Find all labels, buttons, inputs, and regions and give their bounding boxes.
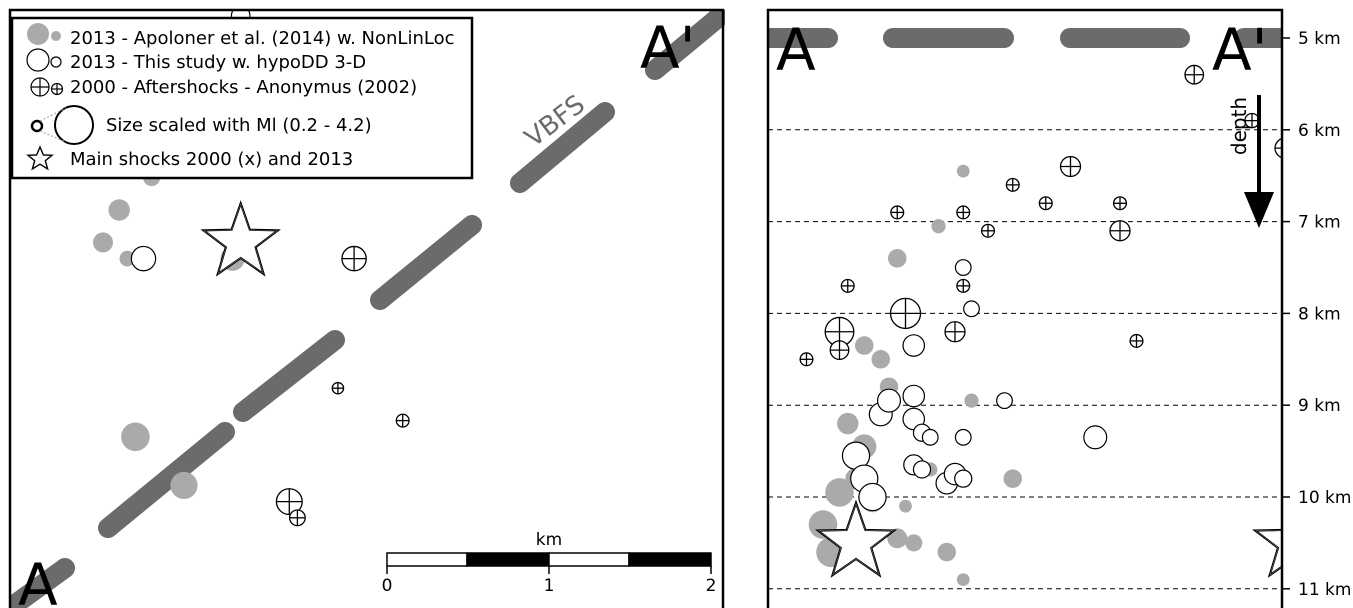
depth-arrow bbox=[1244, 95, 1274, 228]
depth-tick-label: 5 km bbox=[1298, 29, 1341, 49]
depth-tick-label: 6 km bbox=[1298, 121, 1341, 141]
profile-label-a: A bbox=[18, 551, 58, 608]
legend-entry-size: Size scaled with Ml (0.2 - 4.2) bbox=[106, 115, 372, 136]
mainshock-star-2000 bbox=[1252, 528, 1282, 578]
data-point-hypodd bbox=[954, 428, 972, 446]
section-label-a: A bbox=[776, 16, 816, 84]
data-point-apoloner bbox=[108, 199, 130, 221]
data-point-apoloner bbox=[956, 573, 970, 586]
data-point-apoloner bbox=[871, 350, 891, 369]
data-point-apoloner bbox=[825, 478, 854, 507]
data-point-aftershock bbox=[1184, 64, 1205, 85]
data-point-apoloner bbox=[964, 393, 979, 408]
data-point-aftershock bbox=[956, 205, 971, 220]
data-point-aftershock bbox=[288, 509, 306, 527]
profile-label-a-prime: A' bbox=[640, 14, 696, 82]
scale-bar-tick-2: 2 bbox=[706, 576, 717, 596]
data-point-hypodd bbox=[954, 259, 972, 276]
data-point-hypodd bbox=[954, 469, 973, 488]
section-label-a-prime: A' bbox=[1212, 16, 1268, 84]
data-point-aftershock bbox=[341, 245, 367, 272]
map-panel: VBFS A A' 2013 - Apoloner et al. (2014) … bbox=[8, 0, 725, 608]
data-point-apoloner bbox=[170, 471, 198, 499]
scale-bar: km 0 1 2 bbox=[382, 530, 717, 596]
depth-axis: 5 km 6 km 7 km 8 km 9 km 10 km 11 km bbox=[1282, 29, 1351, 600]
data-point-aftershock bbox=[829, 340, 850, 361]
data-point-aftershock bbox=[1059, 155, 1082, 178]
data-point-apoloner bbox=[887, 528, 908, 549]
depth-grid bbox=[768, 129, 1282, 590]
legend-marker-apoloner bbox=[27, 23, 49, 45]
scale-bar-tick-0: 0 bbox=[382, 576, 393, 596]
data-point-apoloner bbox=[837, 412, 859, 435]
data-point-hypodd bbox=[902, 334, 926, 357]
data-point-aftershock bbox=[944, 321, 966, 343]
fault-trace-vbfs bbox=[10, 10, 725, 608]
data-point-hypodd bbox=[996, 392, 1013, 410]
data-point-hypodd bbox=[130, 245, 157, 272]
data-point-apoloner bbox=[1003, 469, 1023, 488]
data-point-apoloner bbox=[937, 542, 957, 562]
data-point-hypodd bbox=[902, 384, 926, 408]
depth-tick-label: 11 km bbox=[1298, 580, 1351, 600]
data-point-aftershock bbox=[956, 278, 971, 293]
legend-marker-star bbox=[26, 145, 54, 171]
data-point-aftershock bbox=[1109, 220, 1131, 242]
scale-bar-tick-1: 1 bbox=[544, 576, 555, 596]
mainshock-star-2013 bbox=[200, 200, 281, 277]
legend-entry-mainshock: Main shocks 2000 (x) and 2013 bbox=[70, 149, 353, 170]
data-point-hypodd bbox=[876, 388, 902, 413]
data-point-aftershock bbox=[890, 205, 905, 220]
legend-entry-apoloner: 2013 - Apoloner et al. (2014) w. NonLinL… bbox=[70, 28, 454, 49]
scale-bar-unit: km bbox=[536, 530, 562, 550]
data-point-apoloner bbox=[905, 534, 923, 552]
data-point-aftershock bbox=[1112, 196, 1128, 211]
depth-tick-label: 8 km bbox=[1298, 304, 1341, 324]
legend-marker-hypodd bbox=[26, 48, 50, 72]
depth-tick-label: 9 km bbox=[1298, 396, 1341, 416]
data-point-apoloner bbox=[956, 164, 970, 178]
data-point-hypodd bbox=[858, 482, 887, 512]
depth-tick-label: 7 km bbox=[1298, 213, 1341, 233]
data-point-apoloner bbox=[854, 336, 874, 355]
data-point-hypodd bbox=[921, 428, 939, 446]
data-point-hypodd bbox=[912, 460, 932, 479]
data-point-aftershock bbox=[799, 352, 814, 367]
data-point-aftershock bbox=[395, 413, 410, 428]
data-point-apoloner bbox=[121, 422, 150, 452]
data-point-aftershock bbox=[1005, 177, 1020, 192]
depth-tick-label: 10 km bbox=[1298, 488, 1351, 508]
legend-entry-aftershock: 2000 - Aftershocks - Anonymus (2002) bbox=[70, 77, 417, 98]
legend-entry-hypodd: 2013 - This study w. hypoDD 3-D bbox=[70, 52, 366, 73]
data-point-aftershock bbox=[889, 297, 922, 330]
data-point-apoloner bbox=[167, 0, 186, 9]
legend-marker-aftershock bbox=[30, 77, 64, 97]
data-point-aftershock bbox=[331, 381, 345, 395]
data-point-aftershock bbox=[1274, 137, 1282, 159]
depth-axis-label: depth bbox=[1227, 97, 1251, 155]
data-point-apoloner bbox=[93, 232, 113, 253]
data-point-hypodd bbox=[963, 300, 980, 318]
legend-marker-size bbox=[30, 105, 94, 145]
data-point-aftershock bbox=[980, 223, 996, 238]
data-point-aftershock bbox=[1129, 333, 1144, 348]
data-point-aftershock bbox=[275, 488, 303, 516]
data-point-hypodd bbox=[1083, 425, 1108, 450]
mainshock-star-2013 bbox=[814, 499, 898, 578]
data-point-apoloner bbox=[899, 499, 912, 513]
section-points bbox=[799, 64, 1282, 586]
data-point-aftershock bbox=[840, 278, 855, 293]
data-point-apoloner bbox=[887, 249, 907, 268]
section-panel-frame bbox=[766, 8, 1284, 608]
legend: 2013 - Apoloner et al. (2014) w. NonLinL… bbox=[10, 16, 474, 180]
section-panel: A A' depth 5 km 6 km 7 km 8 km 9 km 10 km 11 k… bbox=[766, 8, 1351, 608]
data-point-aftershock bbox=[1038, 196, 1053, 211]
data-point-apoloner bbox=[119, 250, 136, 267]
data-point-apoloner bbox=[931, 219, 946, 234]
map-panel-frame bbox=[8, 8, 725, 608]
